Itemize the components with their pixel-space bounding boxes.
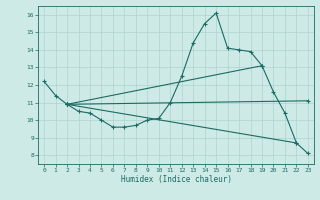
X-axis label: Humidex (Indice chaleur): Humidex (Indice chaleur): [121, 175, 231, 184]
